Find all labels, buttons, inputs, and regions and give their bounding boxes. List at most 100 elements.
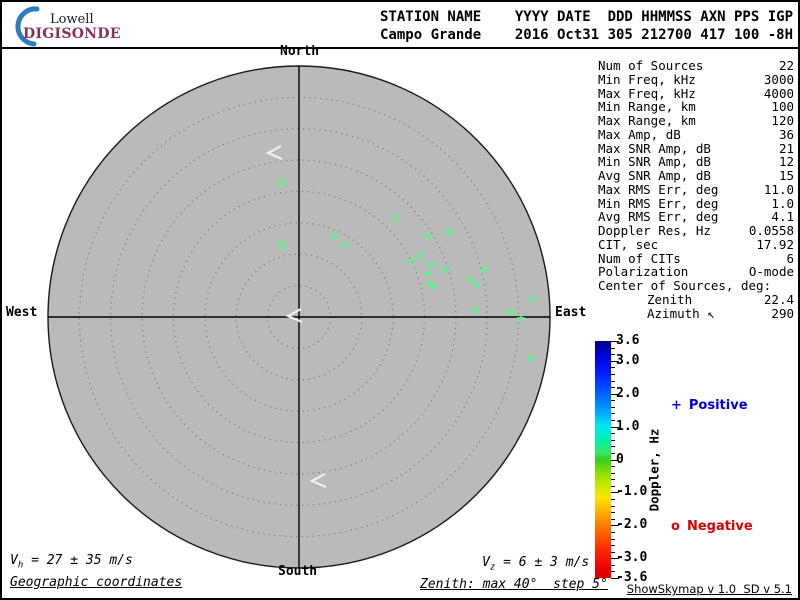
source-marker-positive <box>528 295 536 303</box>
colorbar-minor-tick <box>611 479 615 481</box>
lowell-digisonde-logo: Lowell DIGISONDE <box>10 5 140 47</box>
source-marker-positive <box>527 355 535 363</box>
legend-negative: o Negative <box>671 519 753 534</box>
zenith-range-note: Zenith: max 40° step 5° <box>420 577 608 592</box>
stats-panel: Num of Sources 22 Min Freq, kHz 3000 Max Fre… <box>598 59 794 320</box>
stat-row: CIT, sec 17.92 <box>598 236 794 252</box>
source-marker-positive <box>427 261 435 269</box>
stat-row: Center of Sources, deg: <box>598 278 772 293</box>
stat-row: Num of Sources 22 <box>598 58 794 73</box>
plus-marker-icon: + <box>671 398 682 413</box>
legend-positive-label: Positive <box>688 398 748 413</box>
colorbar-minor-tick <box>611 571 615 573</box>
source-marker-positive <box>517 314 525 322</box>
drift-direction-chevron-icon <box>285 308 303 324</box>
source-marker-negative <box>277 179 285 187</box>
colorbar-tick-label: 0 <box>616 451 624 467</box>
drift-direction-chevron-icon <box>309 473 327 489</box>
colorbar-minor-tick <box>611 439 615 441</box>
colorbar-minor-tick <box>611 406 615 408</box>
stat-row: Doppler Res, Hz 0.0558 <box>598 223 794 238</box>
colorbar-minor-tick <box>611 347 615 349</box>
north-label: North <box>280 44 320 59</box>
colorbar-minor-tick <box>611 564 615 566</box>
colorbar-minor-tick <box>611 420 615 421</box>
colorbar-minor-tick <box>611 499 615 500</box>
version-label: ShowSkymap v 1.0 SD v 5.1 <box>626 582 792 596</box>
colorbar-minor-tick <box>611 545 615 547</box>
colorbar-minor-tick <box>611 380 615 382</box>
source-marker-negative <box>278 241 286 249</box>
colorbar-minor-tick <box>611 472 615 474</box>
colorbar-minor-tick <box>611 538 615 540</box>
stat-row: Polarization O-mode <box>598 264 794 280</box>
source-marker-positive <box>466 275 474 283</box>
colorbar-gradient <box>595 341 611 578</box>
colorbar-minor-tick <box>611 367 615 369</box>
colorbar-major-tick <box>611 426 619 428</box>
source-marker-positive <box>445 228 453 236</box>
doppler-colorbar: 3.6 3.0 2.0 1.0 0 -1.0 -2.0 -3.0 -3.6 Doppler, H… <box>595 334 795 586</box>
stat-row: Min RMS Err, deg 1.0 <box>598 195 794 211</box>
colorbar-major-tick <box>611 459 619 461</box>
source-marker-positive <box>416 252 424 260</box>
stat-row: Max Range, km 120 <box>598 113 794 128</box>
source-marker-positive <box>407 257 415 265</box>
horizontal-velocity-readout: Vh = 27 ± 35 m/s <box>10 553 133 571</box>
colorbar-minor-tick <box>611 505 615 507</box>
colorbar-major-tick <box>611 393 619 395</box>
colorbar-tick-label: 1.0 <box>616 418 640 434</box>
stat-row: Min Freq, kHz 3000 <box>598 71 794 87</box>
colorbar-tick-label: -3.6 <box>616 570 648 585</box>
colorbar-minor-tick <box>611 452 615 454</box>
colorbar-tick-label: 3.0 <box>616 352 640 368</box>
colorbar-minor-tick <box>611 373 615 375</box>
south-label: South <box>278 564 318 579</box>
vertical-velocity-readout: Vz = 6 ± 3 m/s <box>482 555 590 573</box>
logo-text-digisonde: DIGISONDE <box>23 26 121 42</box>
colorbar-minor-tick <box>611 485 615 487</box>
source-marker-positive <box>471 306 479 314</box>
colorbar-major-tick <box>611 341 619 342</box>
coordinates-note: Geographic coordinates <box>10 575 183 590</box>
source-marker-positive <box>331 233 339 241</box>
header-values: Campo Grande 2016 Oct31 305 212700 417 1… <box>380 27 794 43</box>
stat-row: Avg SNR Amp, dB 15 <box>598 168 794 183</box>
header-columns: STATION NAME YYYY DATE DDD HHMMSS AXN PP… <box>380 9 794 25</box>
legend-negative-label: Negative <box>686 519 753 534</box>
source-marker-positive <box>472 281 480 289</box>
logo-text-lowell: Lowell <box>50 12 94 27</box>
colorbar-minor-tick <box>611 433 615 435</box>
circle-marker-icon: o <box>671 519 680 534</box>
stat-row: Max Amp, dB 36 <box>598 126 794 142</box>
source-marker-positive <box>429 283 437 291</box>
west-label: West <box>6 305 38 320</box>
colorbar-tick-label: 3.6 <box>616 333 640 348</box>
colorbar-major-tick <box>611 558 619 560</box>
colorbar-major-tick <box>611 360 619 362</box>
stat-row: Avg RMS Err, deg 4.1 <box>598 209 794 225</box>
colorbar-minor-tick <box>611 551 615 553</box>
crescent-logo-icon <box>15 6 40 47</box>
colorbar-minor-tick <box>611 512 615 514</box>
legend-positive: + Positive <box>671 398 748 413</box>
colorbar-minor-tick <box>611 354 615 356</box>
stat-row: Zenith 22.4 <box>647 291 794 307</box>
source-marker-positive <box>480 266 488 274</box>
colorbar-minor-tick <box>611 387 615 389</box>
stat-row: Min Range, km 100 <box>598 99 794 115</box>
east-label: East <box>555 305 587 320</box>
colorbar-title: Doppler, Hz <box>646 428 662 512</box>
stat-row: Max SNR Amp, dB 21 <box>598 140 794 156</box>
stat-row: Min SNR Amp, dB 12 <box>598 154 794 170</box>
colorbar-minor-tick <box>611 400 615 402</box>
source-marker-positive <box>424 232 432 240</box>
colorbar-minor-tick <box>611 518 615 520</box>
colorbar-minor-tick <box>611 531 615 533</box>
colorbar-major-tick <box>611 525 619 527</box>
stat-row: Max RMS Err, deg 11.0 <box>598 181 794 197</box>
source-marker-positive <box>507 308 515 316</box>
source-marker-positive <box>441 265 449 273</box>
